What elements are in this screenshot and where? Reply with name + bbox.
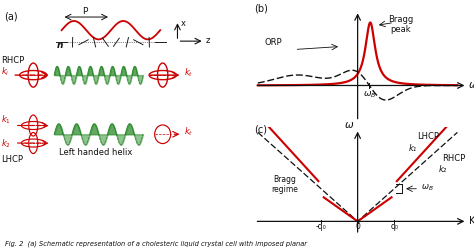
Text: k₁: k₁ <box>409 144 418 153</box>
Text: K: K <box>469 216 474 226</box>
Text: (c): (c) <box>255 124 267 134</box>
Text: (a): (a) <box>4 11 18 22</box>
Text: $\omega_B$: $\omega_B$ <box>363 90 376 100</box>
Text: -q₀: -q₀ <box>316 222 327 231</box>
Text: k₂: k₂ <box>439 166 447 175</box>
Text: k$_1$: k$_1$ <box>1 113 11 126</box>
Text: RHCP: RHCP <box>442 154 465 163</box>
Text: ORP: ORP <box>264 38 282 47</box>
Text: LHCP: LHCP <box>418 132 439 141</box>
Text: n: n <box>57 41 63 50</box>
Text: k$_2$: k$_2$ <box>1 137 11 150</box>
Text: ω: ω <box>469 80 474 90</box>
Text: $\omega_B$: $\omega_B$ <box>421 183 434 193</box>
Text: k$_i$: k$_i$ <box>1 65 10 77</box>
Text: Fig. 2  (a) Schematic representation of a cholesteric liquid crystal cell with i: Fig. 2 (a) Schematic representation of a… <box>5 240 307 247</box>
Text: Left handed helix: Left handed helix <box>59 148 133 157</box>
Text: x: x <box>181 19 186 28</box>
Text: LHCP: LHCP <box>1 155 23 164</box>
Text: z: z <box>206 36 210 45</box>
Text: Bragg
regime: Bragg regime <box>271 175 298 194</box>
Text: Bragg
peak: Bragg peak <box>388 15 413 34</box>
Text: (b): (b) <box>255 4 268 14</box>
Text: ω: ω <box>345 120 354 130</box>
Text: k$_t$: k$_t$ <box>183 125 193 138</box>
Text: k$_t$: k$_t$ <box>183 66 193 79</box>
Text: P: P <box>82 7 88 16</box>
Text: 0: 0 <box>355 222 360 231</box>
Text: q₀: q₀ <box>390 222 398 231</box>
Text: RHCP: RHCP <box>1 56 25 65</box>
